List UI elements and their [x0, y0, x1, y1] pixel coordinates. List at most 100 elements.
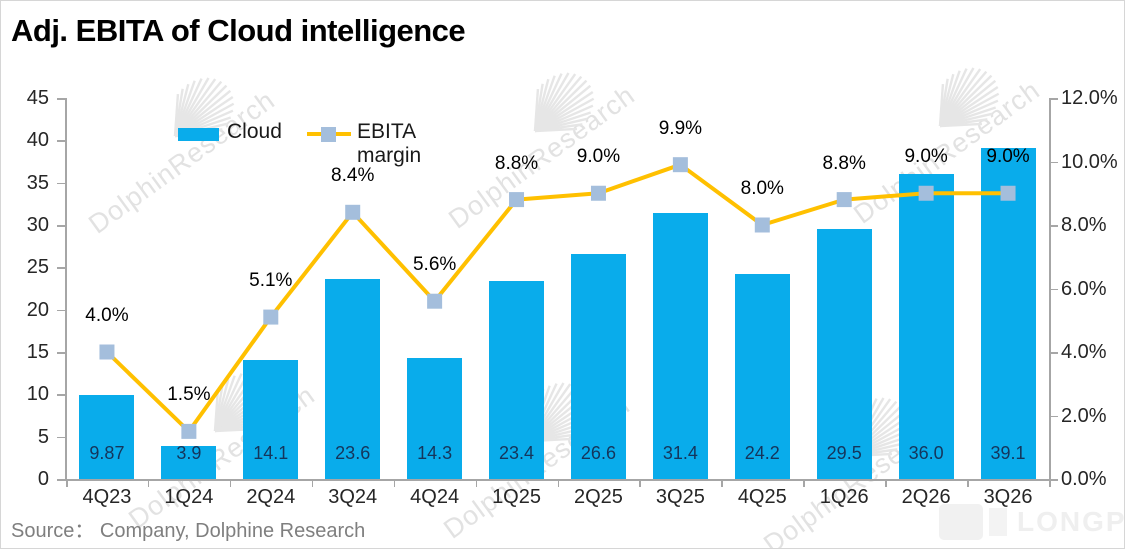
left-axis-tick-mark: [57, 267, 65, 269]
bar-value-label: 23.6: [335, 443, 371, 463]
bar-value-label: 36.0: [908, 443, 944, 463]
left-axis-tick-mark: [57, 225, 65, 227]
bar-value-label: 9.87: [89, 443, 125, 463]
x-axis-category-label: 2Q26: [901, 486, 951, 508]
x-axis-tick-mark: [803, 479, 805, 487]
left-axis-tick-label: 40: [26, 129, 49, 152]
left-axis-tick-label: 5: [37, 425, 49, 448]
left-axis-tick-label: 10: [26, 383, 49, 406]
x-axis-tick-mark: [66, 479, 68, 487]
left-axis-tick-mark: [57, 394, 65, 396]
x-axis-category-label: 3Q24: [328, 486, 378, 508]
x-axis-tick-mark: [147, 479, 150, 487]
line-marker-icon: [918, 185, 934, 201]
margin-point-label: 8.4%: [331, 165, 375, 187]
right-axis-tick-label: 10.0%: [1061, 150, 1118, 173]
longport-logo-icon-bar: [989, 508, 1007, 536]
margin-point-label: 9.0%: [904, 146, 948, 168]
margin-point-label: 8.8%: [822, 152, 866, 174]
x-axis-tick-mark: [557, 479, 559, 487]
bar: [407, 357, 463, 479]
right-axis-tick-mark: [1050, 479, 1058, 481]
x-axis-tick-mark: [1049, 479, 1051, 487]
margin-point-label: 8.0%: [740, 178, 784, 199]
longport-watermark-logo: LONGPORT: [939, 504, 1125, 540]
bar: [734, 274, 790, 479]
right-axis-tick-label: 6.0%: [1061, 277, 1107, 300]
bar-value-label: 24.2: [744, 443, 780, 463]
margin-point-label: 9.0%: [576, 146, 621, 168]
longport-logo-icon: [939, 504, 983, 540]
bar-value-label: 26.6: [580, 443, 616, 463]
right-axis-tick-mark: [1050, 415, 1058, 417]
bar-value-label: 14.1: [253, 443, 289, 463]
left-axis-tick-mark: [57, 182, 65, 185]
x-axis-category-label: 4Q23: [82, 486, 132, 508]
line-marker-icon: [345, 204, 361, 220]
source-text: Source： Company, Dolphine Research: [11, 520, 366, 542]
left-axis-tick-mark: [57, 309, 65, 312]
left-axis-tick-mark: [57, 140, 65, 142]
x-axis-category-label: 4Q25: [737, 486, 787, 508]
line-marker-icon: [754, 217, 770, 233]
longport-brand-name: LONGPORT: [1017, 506, 1125, 537]
x-axis-category-label: 2Q24: [246, 486, 296, 508]
x-axis-tick-mark: [393, 479, 396, 487]
left-axis-tick-label: 35: [26, 171, 49, 194]
margin-point-label: 9.0%: [986, 146, 1030, 168]
x-axis-tick-mark: [639, 479, 641, 487]
left-axis-tick-mark: [57, 98, 65, 100]
right-axis-tick-label: 0.0%: [1061, 468, 1107, 490]
bar: [243, 359, 299, 479]
bar: [161, 445, 217, 479]
left-axis-tick-mark: [57, 436, 65, 439]
bar-value-label: 31.4: [662, 443, 698, 463]
legend-line-marker-icon: [321, 127, 336, 142]
x-axis-category-label: 4Q24: [410, 486, 460, 508]
legend-label-ebita-margin: EBITA margin: [357, 120, 422, 167]
x-axis-tick-mark: [967, 479, 969, 487]
bar: [570, 253, 626, 479]
left-axis-tick-label: 25: [26, 256, 49, 279]
x-axis-tick-mark: [229, 479, 232, 487]
right-axis-tick-mark: [1050, 161, 1058, 163]
left-axis-tick-mark: [57, 352, 65, 354]
margin-point-label: 8.8%: [494, 152, 539, 174]
line-marker-icon: [263, 309, 279, 325]
bar-value-label: 23.4: [499, 443, 535, 463]
bar-value-label: 3.9: [176, 443, 202, 463]
left-axis-line: [65, 98, 67, 479]
x-axis-tick-mark: [721, 479, 723, 487]
bar: [898, 174, 954, 479]
x-axis-category-label: 3Q25: [655, 486, 705, 508]
margin-point-label: 4.0%: [85, 305, 129, 326]
right-axis-tick-label: 4.0%: [1061, 341, 1107, 363]
ebita-margin-line: [99, 157, 1016, 439]
line-marker-icon: [672, 157, 688, 173]
bar: [325, 279, 381, 479]
left-axis-tick-label: 0: [37, 468, 49, 490]
watermark-fan-icon: [533, 72, 595, 133]
line-marker-icon: [590, 185, 606, 201]
line-marker-icon: [99, 344, 115, 360]
left-axis-tick-mark: [57, 479, 65, 481]
legend-label-cloud: Cloud: [227, 120, 282, 143]
bar: [652, 213, 708, 479]
right-axis-line: [1049, 98, 1051, 479]
watermark-fan-icon: [938, 67, 1000, 128]
line-marker-icon: [181, 423, 197, 439]
x-axis-category-label: 2Q25: [573, 486, 623, 508]
right-axis-tick-mark: [1050, 225, 1058, 227]
x-axis-category-label: 1Q26: [819, 486, 869, 508]
margin-point-label: 1.5%: [167, 384, 211, 406]
x-axis-tick-mark: [885, 479, 887, 487]
line-marker-icon: [836, 192, 852, 208]
bar-value-label: 29.5: [826, 443, 862, 463]
right-axis-tick-label: 2.0%: [1061, 404, 1107, 427]
right-axis-tick-mark: [1050, 352, 1058, 354]
legend-bar-swatch: [178, 128, 219, 141]
margin-point-label: 5.6%: [412, 254, 457, 276]
bar: [79, 395, 135, 479]
line-marker-icon: [427, 293, 443, 309]
x-axis-category-label: 3Q26: [983, 486, 1033, 508]
